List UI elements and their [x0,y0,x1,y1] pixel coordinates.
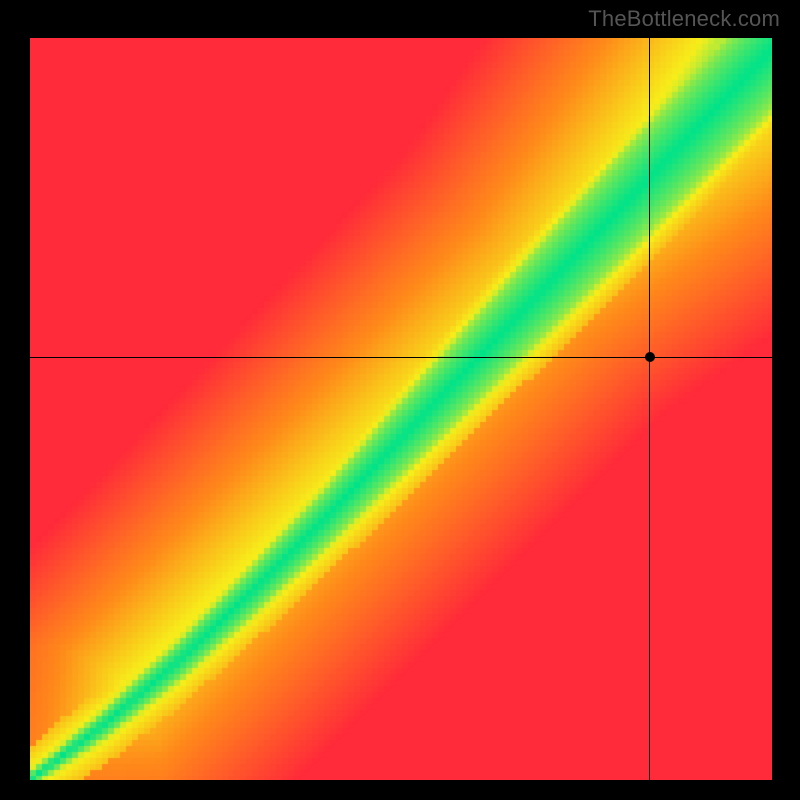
crosshair-marker [645,352,655,362]
heatmap-canvas [30,38,772,780]
crosshair-horizontal [30,357,772,358]
watermark-text: TheBottleneck.com [588,6,780,32]
heatmap-plot-area [30,38,772,780]
crosshair-vertical [649,38,650,780]
